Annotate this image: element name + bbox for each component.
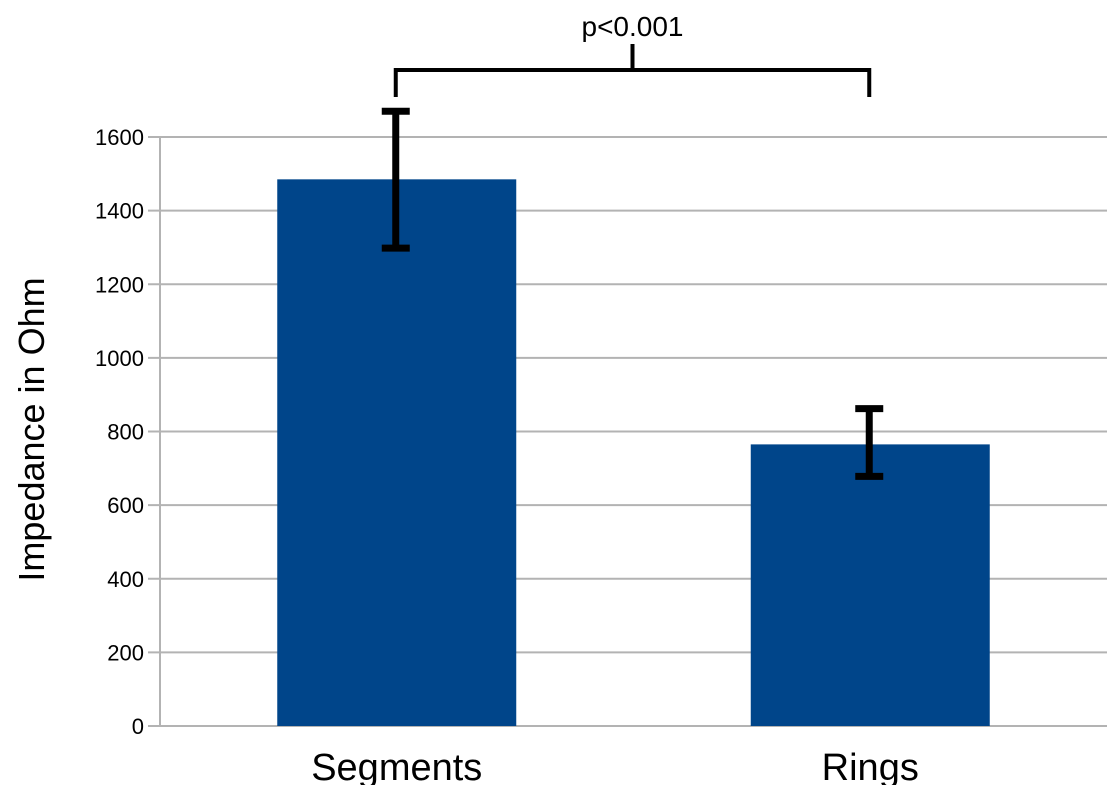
y-tick-label: 1200 [95,272,144,297]
y-tick-label: 200 [107,640,144,665]
y-axis-ticks: 0 200 400 600 800 1000 1200 1400 1600 [95,125,160,739]
bars [277,179,990,727]
significance-label: p<0.001 [582,11,684,42]
significance-bracket [393,44,872,97]
y-tick-label: 800 [107,420,144,445]
error-bar-rings [855,405,884,480]
y-tick-label: 400 [107,567,144,592]
bar-rings [750,444,990,726]
x-axis-category-labels: Segments Rings [311,747,919,789]
y-tick-label: 600 [107,493,144,518]
x-category-label: Rings [822,747,919,785]
error-bar-segments [381,107,410,252]
x-category-label: Segments [311,747,482,785]
significance-annotation: p<0.001 [393,11,872,97]
bar-segments [277,179,517,727]
y-tick-label: 0 [132,714,144,739]
y-axis-title: Impedance in Ohm [11,277,52,581]
error-bars [381,107,884,480]
y-tick-label: 1600 [95,125,144,150]
y-tick-label: 1000 [95,346,144,371]
y-tick-label: 1400 [95,199,144,224]
